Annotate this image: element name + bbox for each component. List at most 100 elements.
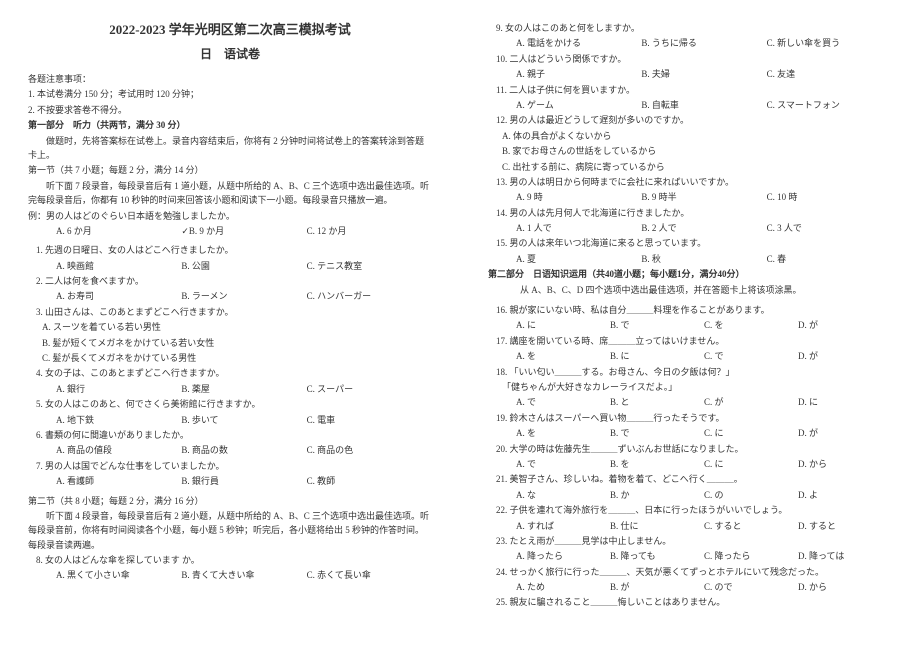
note-1: 1. 本试卷满分 150 分；考试用时 120 分钟；	[28, 87, 432, 101]
qnum: 25.	[496, 595, 507, 609]
qtext: 二人は子供に何を買いますか。	[509, 85, 635, 95]
choice: A. ため	[516, 580, 610, 594]
qnum: 14.	[496, 206, 507, 220]
qnum: 10.	[496, 52, 507, 66]
choice: D. が	[798, 426, 892, 440]
choice: D. 降っては	[798, 549, 892, 563]
qtext: 大学の時は佐藤先生＿＿＿ずいぶんお世話になりました。	[510, 444, 744, 454]
choice: A. 地下鉄	[56, 413, 181, 427]
part2-desc: 从 A、B、C、D 四个选项中选出最佳选项，并在答题卡上将该项涂黑。	[488, 283, 892, 297]
choice: C. に	[704, 426, 798, 440]
qnum: 9.	[496, 21, 503, 35]
qnum: 3.	[36, 305, 43, 319]
choice: C. ハンバーガー	[307, 289, 432, 303]
choices: A. 1 人でB. 2 人でC. 3 人で	[488, 221, 892, 235]
question-25: 25. 親友に騙されること＿＿＿悔しいことはありません。	[488, 595, 892, 609]
qtext: 先週の日曜日、女の人はどこへ行きましたか。	[45, 245, 234, 255]
qnum: 4.	[36, 366, 43, 380]
choice: A. を	[516, 349, 610, 363]
note-2: 2. 不按要求答卷不得分。	[28, 103, 432, 117]
qtext: 書類の何に間違いがありましたか。	[45, 430, 189, 440]
choice: A. 夏	[516, 252, 641, 266]
choice: C. 降ったら	[704, 549, 798, 563]
qtext: 山田さんは、このあとまずどこへ行きますか。	[45, 307, 234, 317]
qnum: 22.	[496, 503, 507, 517]
choice: C. を	[704, 318, 798, 332]
qnum: 19.	[496, 411, 507, 425]
choice: A. を	[516, 426, 610, 440]
qnum: 16.	[496, 303, 507, 317]
qtext: 二人はどういう関係ですか。	[510, 54, 627, 64]
choice: A. 看護師	[56, 474, 181, 488]
choice: B. 薬屋	[181, 382, 306, 396]
qnum: 12.	[496, 113, 507, 127]
sec1-desc: 听下面 7 段录音，每段录音后有 1 道小题，从题中所给的 A、B、C 三个选项…	[28, 179, 432, 208]
choices: A. 商品の値段B. 商品の数C. 商品の色	[28, 443, 432, 457]
choice: C. すると	[704, 519, 798, 533]
qtext: たとえ雨が＿＿＿見学は中止しません。	[510, 536, 672, 546]
example-choice-a: A. 6 か月	[56, 224, 181, 238]
choice: B. 9 時半	[641, 190, 766, 204]
qnum: 6.	[36, 428, 43, 442]
question-7: 7. 男の人は国でどんな仕事をしていましたか。	[28, 459, 432, 473]
qnum: 13.	[496, 175, 507, 189]
qtext: 講座を開いている時、席＿＿＿立ってはいけません。	[510, 336, 725, 346]
choice: C. ので	[704, 580, 798, 594]
notes-head: 各题注意事项：	[28, 72, 432, 86]
choice: D. すると	[798, 519, 892, 533]
q8-choice-c: C. 赤くて長い傘	[307, 568, 432, 582]
choice: C. で	[704, 349, 798, 363]
sub-choice: A. 体の具合がよくないから	[488, 129, 892, 143]
choice: A. な	[516, 488, 610, 502]
question-17: 17. 講座を開いている時、席＿＿＿立ってはいけません。	[488, 334, 892, 348]
q8-num: 8.	[36, 553, 43, 567]
q8-choices: A. 黒くて小さい傘 B. 青くて大きい傘 C. 赤くて長い傘	[28, 568, 432, 582]
example-choices: A. 6 か月 ✓B. 9 か月 C. 12 か月	[28, 224, 432, 238]
choice: A. 1 人で	[516, 221, 641, 235]
qtext: 女の人はこのあと、何でさくら美術館に行きますか。	[45, 399, 260, 409]
choices: A. 銀行B. 薬屋C. スーパー	[28, 382, 432, 396]
choices: A. ゲームB. 自転車C. スマートフォン	[488, 98, 892, 112]
question-10: 10. 二人はどういう関係ですか。	[488, 52, 892, 66]
choice: B. 仕に	[610, 519, 704, 533]
qtext: 「いい匂い＿＿＿する。お母さん、今日の夕飯は何？」	[510, 367, 735, 377]
choice: C. 商品の色	[307, 443, 432, 457]
question-2: 2. 二人は何を食べますか。	[28, 274, 432, 288]
example-q: 例：男の人はどのぐらい日本語を勉強しましたか。	[28, 209, 432, 223]
choice: C. テニス教室	[307, 259, 432, 273]
question-3: 3. 山田さんは、このあとまずどこへ行きますか。	[28, 305, 432, 319]
qnum: 7.	[36, 459, 43, 473]
question-24: 24. せっかく旅行に行った＿＿＿、天気が悪くてずっとホテルにいて残念だった。	[488, 565, 892, 579]
choice: B. 歩いて	[181, 413, 306, 427]
choice: A. 電話をかける	[516, 36, 641, 50]
question-5: 5. 女の人はこのあと、何でさくら美術館に行きますか。	[28, 397, 432, 411]
choice: A. 親子	[516, 67, 641, 81]
sub-choice: A. スーツを着ている若い男性	[28, 320, 432, 334]
question-16: 16. 親が家にいない時、私は自分＿＿＿料理を作ることがあります。	[488, 303, 892, 317]
choices: A. 親子B. 夫婦C. 友達	[488, 67, 892, 81]
choice: B. を	[610, 457, 704, 471]
sub-choice: C. 髪が長くてメガネをかけている男性	[28, 351, 432, 365]
choice: C. に	[704, 457, 798, 471]
choice: B. 銀行員	[181, 474, 306, 488]
choice: A. ゲーム	[516, 98, 641, 112]
choice: D. が	[798, 318, 892, 332]
choice: B. と	[610, 395, 704, 409]
qtext: 男の人は最近どうして遅刻が多いのですか。	[510, 115, 690, 125]
choice: D. に	[798, 395, 892, 409]
choices: A. すればB. 仕にC. するとD. すると	[488, 519, 892, 533]
sub-choice: B. 髪が短くてメガネをかけている若い女性	[28, 336, 432, 350]
right-column: 9. 女の人はこのあと何をしますか。A. 電話をかけるB. うちに帰るC. 新し…	[460, 0, 920, 651]
choices: A. お寿司B. ラーメンC. ハンバーガー	[28, 289, 432, 303]
qtext: 女の子は、このあとまずどこへ行きますか。	[45, 368, 225, 378]
choice: B. が	[610, 580, 704, 594]
qnum: 2.	[36, 274, 43, 288]
qtext: 二人は何を食べますか。	[45, 276, 144, 286]
choices: A. 地下鉄B. 歩いてC. 電車	[28, 413, 432, 427]
qnum: 15.	[496, 236, 507, 250]
choice: B. に	[610, 349, 704, 363]
qtext: 親友に騙されること＿＿＿悔しいことはありません。	[510, 597, 726, 607]
qtext: 親が家にいない時、私は自分＿＿＿料理を作ることがあります。	[510, 305, 770, 315]
choice: B. ラーメン	[181, 289, 306, 303]
example-choice-c: C. 12 か月	[307, 224, 432, 238]
